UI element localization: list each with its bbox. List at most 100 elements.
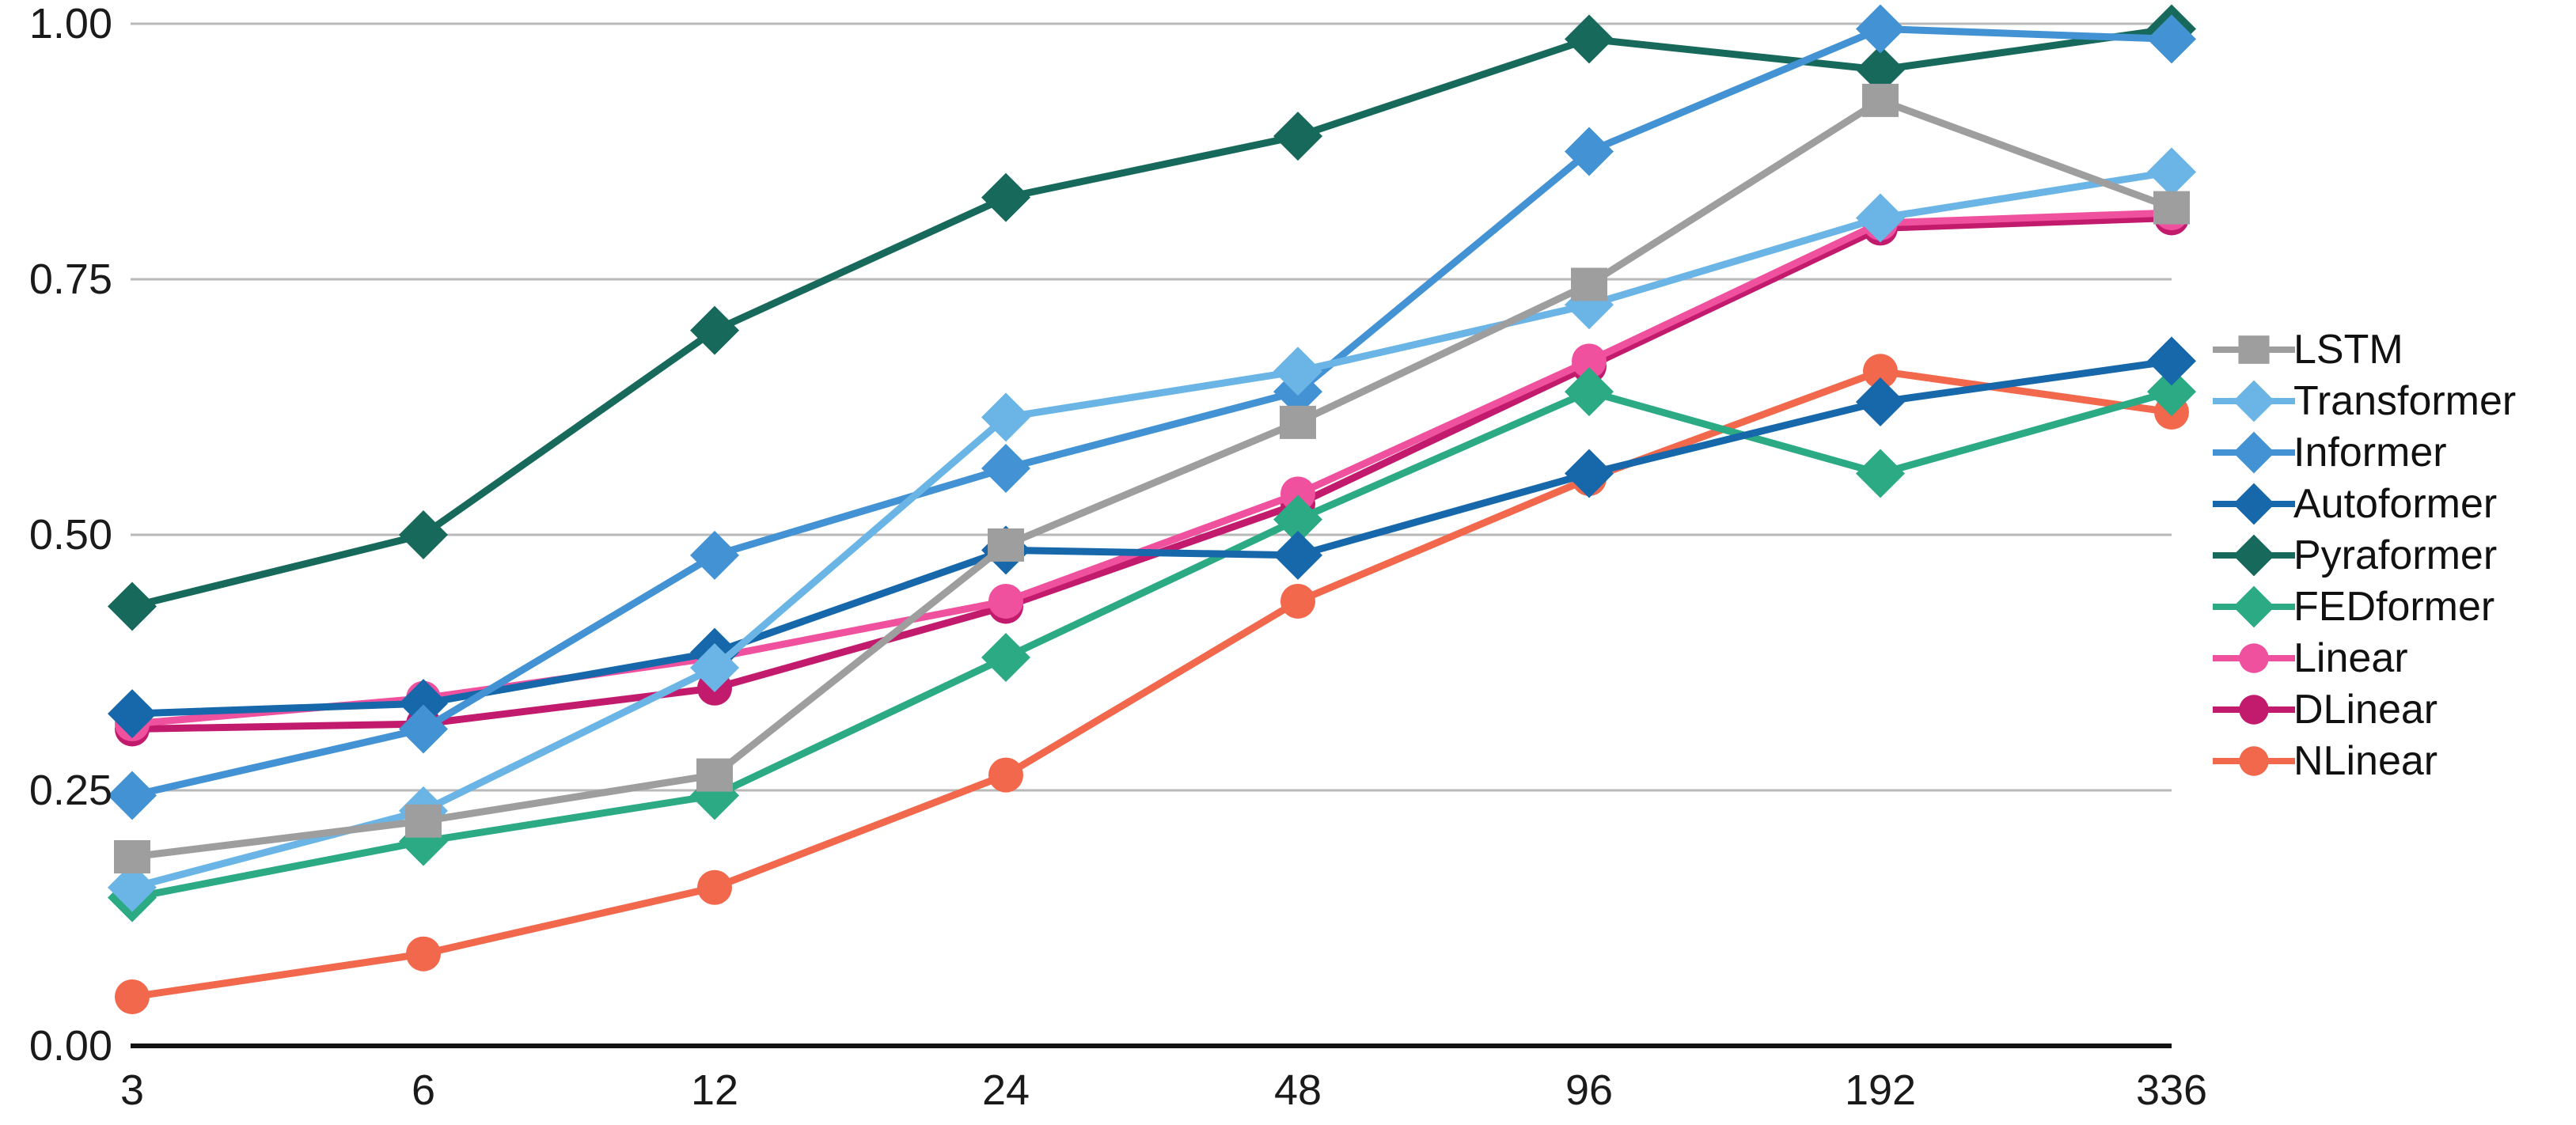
legend-marker-Informer bbox=[2233, 431, 2275, 474]
series-marker-Autoformer-x6 bbox=[399, 679, 448, 729]
series-marker-Autoformer-x336 bbox=[2147, 336, 2196, 386]
series-line-LSTM bbox=[128, 97, 2176, 861]
series-marker-Pyraformer-x96 bbox=[1565, 14, 1614, 64]
series-marker-LSTM-x192 bbox=[1862, 83, 1899, 117]
series-marker-Informer-x12 bbox=[690, 530, 739, 580]
x-tick-label-192: 192 bbox=[1845, 1066, 1916, 1114]
y-tick-label-0.00: 0.00 bbox=[29, 1022, 112, 1070]
series-Transformer bbox=[108, 147, 2196, 912]
series-marker-NLinear-x12 bbox=[697, 869, 732, 905]
x-tick-label-24: 24 bbox=[982, 1066, 1030, 1114]
y-tick-label-0.25: 0.25 bbox=[29, 767, 112, 814]
series-marker-NLinear-x6 bbox=[406, 936, 441, 972]
legend-label-Autoformer: Autoformer bbox=[2293, 481, 2497, 527]
series-line-Transformer bbox=[128, 168, 2176, 892]
legend-marker-LSTM bbox=[2238, 335, 2270, 364]
series-marker-Pyraformer-x192 bbox=[1856, 45, 1905, 95]
series-marker-LSTM-x6 bbox=[405, 804, 442, 838]
series-marker-Autoformer-x3 bbox=[108, 689, 157, 739]
legend-item-FEDformer: FEDformer bbox=[2213, 584, 2494, 630]
series-line-Autoformer bbox=[128, 357, 2176, 718]
y-tick-label-0.50: 0.50 bbox=[29, 511, 112, 559]
series-marker-Informer-x3 bbox=[108, 771, 157, 820]
series-FEDformer bbox=[108, 367, 2196, 922]
series-marker-FEDformer-x336 bbox=[2147, 367, 2196, 417]
series-marker-Autoformer-x48 bbox=[1273, 530, 1322, 580]
series-marker-Transformer-x48 bbox=[1273, 347, 1322, 396]
legend-item-Transformer: Transformer bbox=[2213, 378, 2516, 424]
legend-item-Linear: Linear bbox=[2213, 635, 2408, 681]
series-marker-LSTM-x24 bbox=[988, 528, 1024, 562]
legend: LSTM Transformer Informer Autoformer Pyrafor… bbox=[2213, 327, 2516, 784]
x-tick-label-96: 96 bbox=[1565, 1066, 1613, 1114]
series-marker-FEDformer-x24 bbox=[981, 633, 1030, 683]
series-marker-Transformer-x24 bbox=[981, 392, 1030, 442]
legend-label-NLinear: NLinear bbox=[2293, 738, 2438, 784]
series-LSTM bbox=[114, 83, 2190, 873]
series-marker-Linear-x48 bbox=[1280, 476, 1315, 512]
series-line-FEDformer bbox=[128, 388, 2176, 902]
series-line-Pyraformer bbox=[128, 25, 2176, 610]
legend-item-LSTM: LSTM bbox=[2213, 327, 2403, 373]
series-marker-Pyraformer-x6 bbox=[399, 510, 448, 559]
legend-label-Informer: Informer bbox=[2293, 430, 2447, 475]
legend-item-Informer: Informer bbox=[2213, 430, 2447, 475]
legend-marker-Linear bbox=[2239, 643, 2269, 673]
series-marker-FEDformer-x48 bbox=[1273, 494, 1322, 544]
series-marker-Transformer-x336 bbox=[2147, 147, 2196, 197]
series-marker-Linear-x24 bbox=[988, 583, 1023, 619]
x-tick-label-6: 6 bbox=[412, 1066, 435, 1114]
series-line-NLinear bbox=[128, 367, 2176, 1001]
series-layer bbox=[108, 4, 2196, 1014]
x-tick-label-336: 336 bbox=[2136, 1066, 2207, 1114]
y-tick-label-1.00: 1.00 bbox=[29, 0, 112, 47]
x-tick-label-3: 3 bbox=[120, 1066, 144, 1114]
series-marker-Informer-x6 bbox=[399, 704, 448, 754]
legend-item-NLinear: NLinear bbox=[2213, 738, 2438, 784]
legend-label-LSTM: LSTM bbox=[2293, 327, 2403, 373]
series-marker-Transformer-x192 bbox=[1856, 193, 1905, 243]
series-marker-NLinear-x3 bbox=[115, 979, 150, 1014]
series-marker-Informer-x24 bbox=[981, 444, 1030, 494]
series-marker-Pyraformer-x24 bbox=[981, 172, 1030, 222]
legend-marker-Pyraformer bbox=[2233, 534, 2275, 577]
y-tick-label-0.75: 0.75 bbox=[29, 256, 112, 303]
series-marker-Informer-x336 bbox=[2147, 14, 2196, 64]
series-marker-Pyraformer-x12 bbox=[690, 305, 739, 355]
series-marker-LSTM-x48 bbox=[1280, 405, 1316, 439]
series-marker-NLinear-x48 bbox=[1280, 583, 1315, 619]
series-marker-Informer-x192 bbox=[1856, 4, 1905, 54]
series-marker-Linear-x96 bbox=[1572, 343, 1607, 379]
legend-item-Pyraformer: Pyraformer bbox=[2213, 532, 2497, 578]
series-marker-FEDformer-x96 bbox=[1565, 367, 1614, 417]
series-marker-NLinear-x24 bbox=[988, 757, 1023, 793]
legend-marker-FEDformer bbox=[2233, 585, 2275, 628]
legend-label-Linear: Linear bbox=[2293, 635, 2408, 681]
legend-marker-DLinear bbox=[2239, 695, 2269, 725]
series-marker-Autoformer-x192 bbox=[1856, 377, 1905, 427]
legend-label-FEDformer: FEDformer bbox=[2293, 584, 2494, 630]
series-marker-Informer-x96 bbox=[1565, 127, 1614, 176]
series-marker-Autoformer-x96 bbox=[1565, 449, 1614, 498]
legend-label-Pyraformer: Pyraformer bbox=[2293, 532, 2497, 578]
series-marker-LSTM-x96 bbox=[1571, 267, 1607, 301]
legend-item-DLinear: DLinear bbox=[2213, 687, 2438, 733]
series-marker-FEDformer-x192 bbox=[1856, 449, 1905, 498]
legend-label-Transformer: Transformer bbox=[2293, 378, 2516, 424]
series-marker-Transformer-x3 bbox=[108, 862, 157, 912]
series-marker-LSTM-x336 bbox=[2153, 191, 2190, 225]
legend-label-DLinear: DLinear bbox=[2293, 687, 2438, 733]
x-tick-label-12: 12 bbox=[691, 1066, 738, 1114]
x-tick-label-48: 48 bbox=[1274, 1066, 1322, 1114]
series-marker-LSTM-x3 bbox=[114, 839, 150, 873]
y-axis-tick-labels: 0.00 0.25 0.50 0.75 1.00 bbox=[29, 0, 112, 1070]
series-marker-Pyraformer-x3 bbox=[108, 581, 157, 631]
legend-marker-Autoformer bbox=[2233, 483, 2275, 525]
series-marker-NLinear-x192 bbox=[1863, 354, 1898, 389]
legend-marker-Transformer bbox=[2233, 380, 2275, 422]
series-line-Informer bbox=[128, 25, 2176, 799]
series-marker-LSTM-x12 bbox=[696, 758, 733, 792]
legend-marker-NLinear bbox=[2239, 746, 2269, 776]
